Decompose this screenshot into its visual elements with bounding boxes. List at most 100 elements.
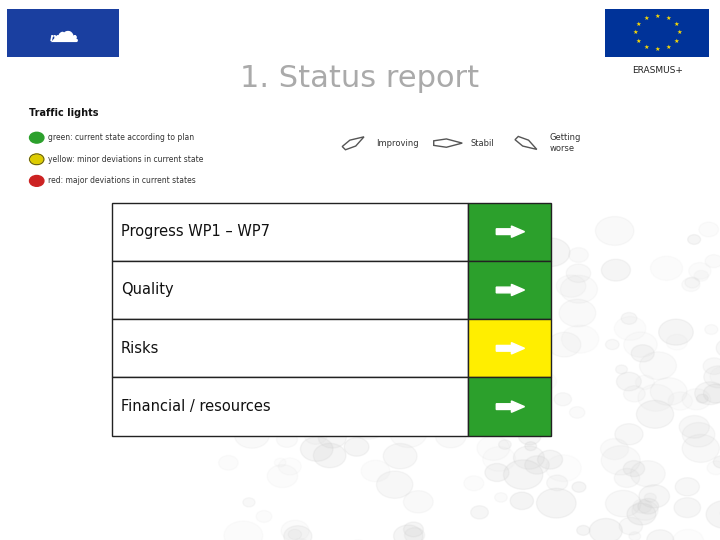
Circle shape	[572, 482, 586, 492]
Circle shape	[614, 469, 639, 488]
Circle shape	[219, 455, 238, 470]
Circle shape	[469, 346, 500, 370]
Circle shape	[444, 298, 464, 313]
Circle shape	[313, 443, 346, 468]
Bar	[468, 261, 551, 319]
Circle shape	[525, 442, 536, 450]
Circle shape	[614, 316, 646, 340]
Text: Progress WP1 – WP7: Progress WP1 – WP7	[121, 224, 270, 239]
Circle shape	[707, 461, 720, 475]
Circle shape	[258, 329, 281, 346]
Circle shape	[340, 377, 371, 401]
Circle shape	[482, 447, 516, 471]
Circle shape	[351, 373, 381, 396]
Circle shape	[616, 365, 627, 374]
Circle shape	[228, 260, 247, 274]
Circle shape	[624, 386, 645, 402]
Circle shape	[509, 302, 544, 328]
Text: mrcx: mrcx	[50, 33, 77, 43]
Circle shape	[442, 309, 466, 327]
Circle shape	[416, 314, 442, 334]
Text: ★: ★	[665, 44, 671, 50]
Polygon shape	[496, 284, 524, 296]
Circle shape	[228, 415, 254, 435]
Circle shape	[518, 428, 541, 445]
Bar	[112, 319, 468, 377]
Circle shape	[307, 390, 346, 418]
Circle shape	[297, 302, 321, 320]
Circle shape	[394, 525, 423, 540]
Circle shape	[471, 506, 488, 519]
Circle shape	[629, 532, 641, 540]
Circle shape	[650, 256, 683, 280]
Text: ★: ★	[673, 38, 679, 44]
Circle shape	[632, 501, 658, 520]
Circle shape	[546, 475, 567, 491]
Circle shape	[256, 510, 272, 522]
Circle shape	[633, 500, 652, 513]
Circle shape	[224, 521, 263, 540]
Circle shape	[560, 275, 598, 303]
Circle shape	[403, 491, 433, 513]
Circle shape	[430, 354, 443, 363]
Circle shape	[631, 345, 654, 362]
Circle shape	[454, 359, 484, 382]
Text: ★: ★	[665, 16, 671, 22]
Circle shape	[606, 340, 619, 349]
Text: Getting
worse: Getting worse	[549, 133, 581, 153]
Circle shape	[557, 275, 586, 297]
Circle shape	[289, 407, 314, 426]
Circle shape	[469, 279, 491, 295]
Circle shape	[503, 460, 543, 489]
Circle shape	[502, 231, 542, 261]
Text: Improving: Improving	[377, 139, 419, 147]
Circle shape	[703, 384, 720, 403]
Circle shape	[706, 501, 720, 528]
Circle shape	[327, 397, 346, 412]
Circle shape	[30, 132, 44, 143]
Circle shape	[376, 326, 392, 338]
Circle shape	[525, 456, 549, 474]
Circle shape	[485, 413, 507, 429]
Circle shape	[426, 313, 446, 327]
Circle shape	[666, 334, 688, 350]
Circle shape	[452, 320, 468, 331]
Circle shape	[243, 289, 268, 307]
Circle shape	[359, 388, 392, 413]
Circle shape	[546, 455, 581, 482]
Text: red: major deviations in current states: red: major deviations in current states	[48, 177, 196, 185]
Circle shape	[202, 219, 230, 240]
Circle shape	[377, 471, 413, 498]
Circle shape	[328, 252, 360, 276]
Circle shape	[635, 375, 654, 389]
Circle shape	[395, 409, 411, 422]
Circle shape	[398, 388, 420, 404]
Circle shape	[705, 255, 720, 268]
Circle shape	[668, 392, 693, 410]
Bar	[605, 9, 709, 57]
Circle shape	[441, 244, 457, 256]
Bar	[112, 377, 468, 436]
Circle shape	[272, 230, 300, 249]
Text: ★: ★	[636, 38, 642, 44]
Circle shape	[638, 384, 674, 411]
Circle shape	[242, 360, 276, 386]
Circle shape	[495, 492, 508, 502]
Circle shape	[511, 231, 541, 253]
Text: ★: ★	[673, 22, 679, 28]
Circle shape	[281, 520, 309, 540]
Circle shape	[251, 311, 277, 331]
Circle shape	[300, 437, 333, 461]
Circle shape	[554, 393, 572, 406]
Circle shape	[538, 450, 562, 469]
Circle shape	[675, 478, 699, 496]
Circle shape	[376, 307, 411, 333]
Circle shape	[485, 463, 509, 482]
Circle shape	[570, 407, 585, 418]
Circle shape	[703, 358, 720, 374]
Text: ☁: ☁	[48, 18, 78, 48]
Circle shape	[479, 389, 516, 416]
Circle shape	[479, 341, 514, 367]
Circle shape	[696, 394, 708, 403]
Circle shape	[682, 389, 711, 410]
